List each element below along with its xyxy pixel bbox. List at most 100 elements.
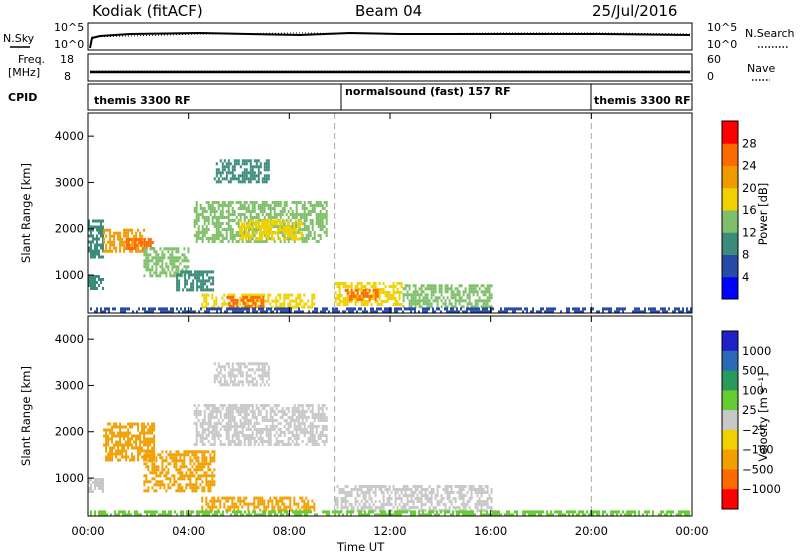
power-cell [214, 225, 216, 228]
power-ylabel: Slant Range [km] [19, 163, 33, 263]
power-cell [234, 159, 236, 162]
velocity-cell [460, 510, 462, 513]
power-cell [247, 232, 249, 235]
velocity-cell [109, 453, 111, 456]
power-cell [149, 268, 151, 271]
velocity-cell [475, 491, 477, 494]
velocity-cell [369, 494, 371, 497]
power-cell [303, 294, 305, 297]
velocity-cell [233, 506, 235, 509]
power-cell [304, 216, 306, 219]
velocity-cell [280, 410, 282, 413]
power-cell [224, 159, 226, 162]
power-cell [280, 201, 282, 204]
power-cell [222, 237, 224, 240]
power-cell [184, 279, 186, 282]
velocity-cell [455, 506, 457, 509]
velocity-cell [296, 425, 298, 428]
velocity-cell [292, 407, 294, 410]
power-cell [149, 271, 151, 274]
velocity-cell [421, 488, 423, 491]
power-cell [455, 302, 457, 305]
velocity-cell [119, 459, 121, 462]
velocity-cell [226, 380, 228, 383]
velocity-colorbar-tick: 1000 [742, 344, 771, 358]
power-cell [246, 162, 248, 165]
power-cell [204, 231, 206, 234]
power-cell [228, 307, 230, 310]
velocity-cell [149, 441, 151, 444]
velocity-cell [443, 497, 445, 500]
velocity-cell [421, 485, 423, 488]
power-cell [173, 265, 175, 268]
power-cell [273, 223, 275, 226]
power-cell [176, 279, 178, 282]
velocity-cell [153, 450, 155, 453]
power-cell [164, 307, 166, 310]
velocity-cell [341, 488, 343, 491]
velocity-cell [435, 497, 437, 500]
velocity-cell [262, 428, 264, 431]
velocity-cell [208, 404, 210, 407]
velocity-ylabel: Slant Range [km] [19, 366, 33, 466]
velocity-cell [302, 422, 304, 425]
velocity-cell [298, 443, 300, 446]
power-cell [407, 296, 409, 299]
power-cell [148, 307, 150, 310]
velocity-cell [469, 497, 471, 500]
velocity-cell [238, 380, 240, 383]
velocity-cell [131, 447, 133, 450]
velocity-cell [189, 486, 191, 489]
velocity-cell [141, 423, 143, 426]
velocity-cell [343, 491, 345, 494]
power-cell [119, 232, 121, 235]
power-cell [258, 165, 260, 168]
velocity-cell [389, 488, 391, 491]
power-cell [236, 201, 238, 204]
velocity-cell [118, 510, 120, 513]
velocity-cell [244, 425, 246, 428]
velocity-cell [161, 465, 163, 468]
velocity-cell [300, 416, 302, 419]
velocity-cell [218, 431, 220, 434]
velocity-cell [429, 485, 431, 488]
velocity-cell [326, 416, 328, 419]
velocity-cell [133, 435, 135, 438]
power-cell [289, 303, 291, 306]
velocity-cell [242, 416, 244, 419]
velocity-cell [283, 503, 285, 506]
velocity-cell [177, 489, 179, 492]
velocity-cell [375, 506, 377, 509]
velocity-cell [290, 422, 292, 425]
velocity-cell [195, 477, 197, 480]
power-cell [202, 237, 204, 240]
power-cell [471, 284, 473, 287]
velocity-cell [263, 503, 265, 506]
velocity-cell [292, 416, 294, 419]
velocity-cell [151, 429, 153, 432]
velocity-cell [270, 407, 272, 410]
power-cell [267, 300, 269, 303]
power-cell [258, 213, 260, 216]
velocity-cell [123, 438, 125, 441]
velocity-cell [155, 459, 157, 462]
velocity-cell [387, 497, 389, 500]
velocity-cell [143, 444, 145, 447]
power-cell [248, 180, 250, 183]
velocity-cell [369, 485, 371, 488]
power-cell [244, 159, 246, 162]
velocity-cell [425, 503, 427, 506]
velocity-cell [248, 428, 250, 431]
power-cell [248, 159, 250, 162]
velocity-cell [232, 434, 234, 437]
power-cell [123, 232, 125, 235]
velocity-cell [204, 410, 206, 413]
power-cell [143, 262, 145, 265]
velocity-cell [231, 497, 233, 500]
y-tick-label: 1000 [55, 268, 84, 282]
velocity-cell [431, 494, 433, 497]
power-cell [232, 219, 234, 222]
velocity-cell [214, 380, 216, 383]
velocity-cell [105, 435, 107, 438]
velocity-cell [246, 404, 248, 407]
